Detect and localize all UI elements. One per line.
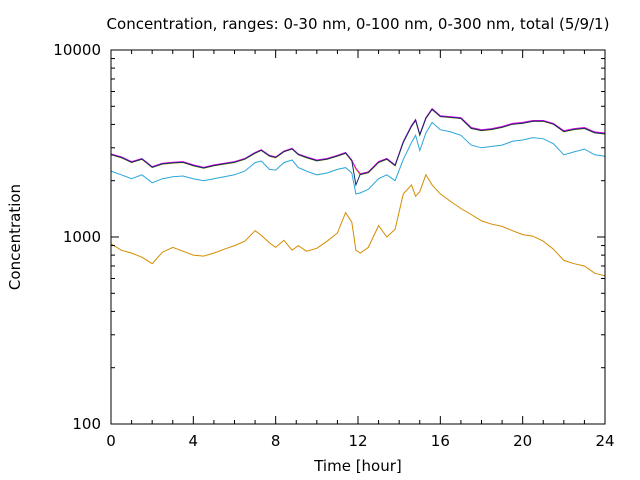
x-tick-label: 16 [431,432,450,450]
y-axis-label: Concentration [6,184,24,290]
x-axis: 0 4 8 12 16 20 24 [106,50,615,450]
series-layer [110,107,606,277]
y-tick-label: 10000 [53,41,101,59]
x-tick-label: 0 [106,432,116,450]
x-tick-label: 4 [189,432,199,450]
y-axis: 100 1000 10000 [53,41,605,433]
chart-title: Concentration, ranges: 0-30 nm, 0-100 nm… [107,15,610,33]
series-line-2 [110,107,606,175]
series-line-4 [110,121,606,195]
x-tick-label: 12 [348,432,367,450]
series-line-3 [110,108,606,187]
y-tick-label: 100 [72,415,101,433]
x-tick-label: 8 [271,432,281,450]
y-tick-label: 1000 [63,228,101,246]
x-axis-label: Time [hour] [313,457,402,475]
x-tick-label: 20 [513,432,532,450]
x-tick-label: 24 [595,432,614,450]
series-line-5 [110,173,606,277]
